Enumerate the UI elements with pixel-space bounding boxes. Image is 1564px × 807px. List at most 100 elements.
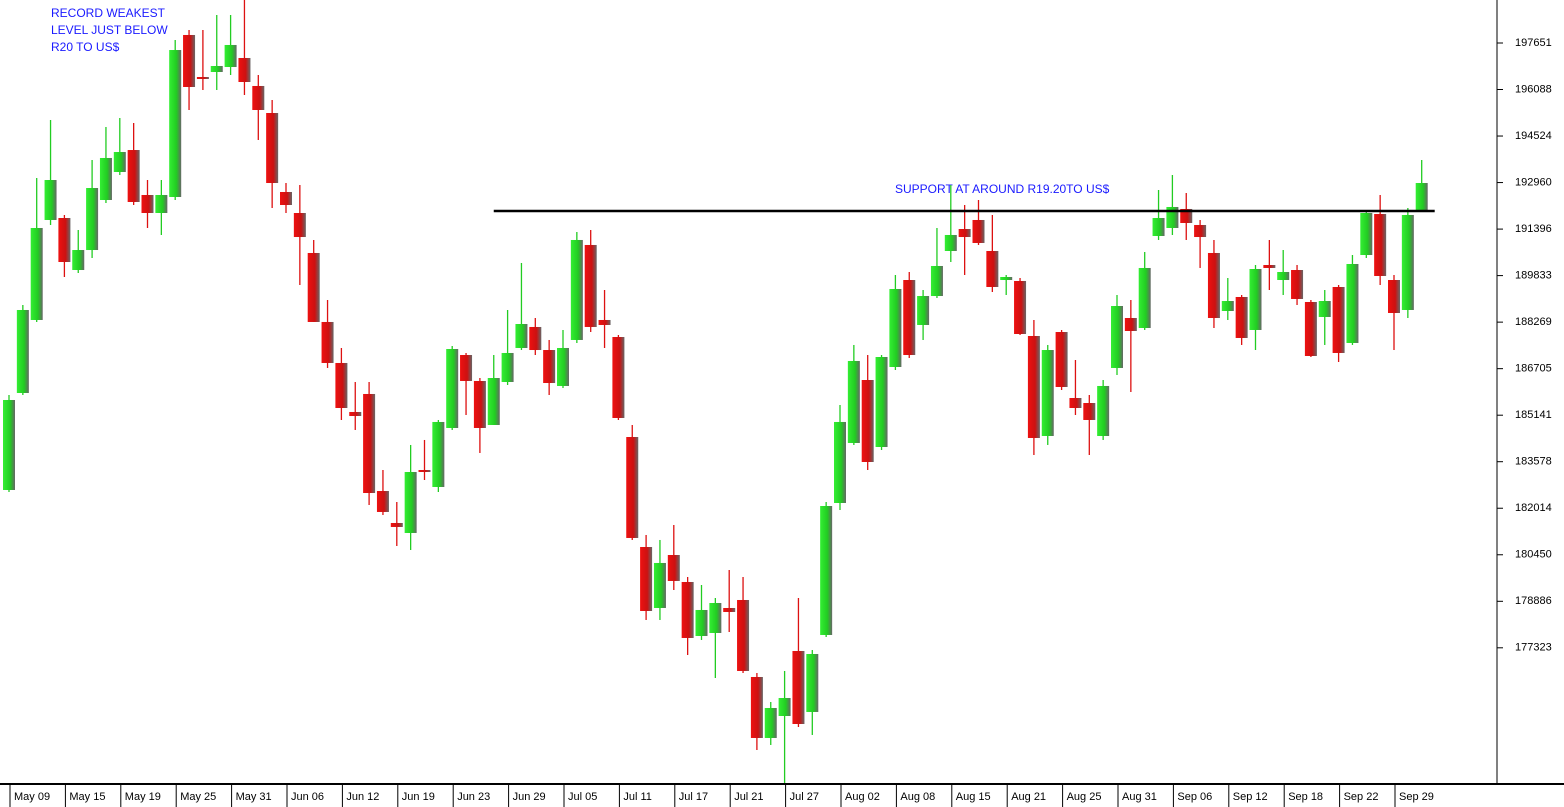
candle-body bbox=[1055, 332, 1068, 387]
annotation: SUPPORT AT AROUND R19.20TO US$ bbox=[895, 182, 1110, 196]
x-tick-label: May 19 bbox=[125, 791, 161, 803]
x-tick-label: Aug 08 bbox=[900, 791, 935, 803]
candle-body bbox=[487, 378, 500, 425]
candle-body bbox=[1069, 398, 1082, 408]
x-tick-label: Jun 23 bbox=[457, 791, 490, 803]
candle-body bbox=[778, 697, 791, 716]
x-tick-label: Sep 06 bbox=[1177, 791, 1212, 803]
candle-body bbox=[44, 180, 57, 220]
candle-body bbox=[1318, 301, 1331, 317]
x-tick-label: May 09 bbox=[14, 791, 50, 803]
x-tick-label: Jun 06 bbox=[291, 791, 324, 803]
candle-body bbox=[1332, 286, 1345, 353]
candle-body bbox=[1235, 296, 1248, 338]
candle-body bbox=[1097, 385, 1110, 436]
candle-body bbox=[1111, 306, 1123, 368]
candle-body bbox=[944, 234, 957, 251]
y-tick-label: 189833 bbox=[1515, 270, 1552, 282]
y-tick-label: 192960 bbox=[1515, 176, 1552, 188]
candle-body bbox=[113, 152, 126, 172]
candle-body bbox=[58, 217, 71, 263]
y-tick-label: 186705 bbox=[1515, 363, 1552, 375]
candle-body bbox=[224, 44, 237, 68]
candle-body bbox=[1027, 335, 1040, 438]
candle-body bbox=[155, 194, 168, 213]
x-tick-label: Jul 17 bbox=[679, 791, 708, 803]
candle-body bbox=[321, 321, 334, 363]
x-tick-label: Sep 22 bbox=[1344, 791, 1379, 803]
x-tick-label: May 15 bbox=[69, 791, 105, 803]
candle-body bbox=[266, 113, 279, 184]
y-tick-label: 177323 bbox=[1515, 642, 1552, 654]
candle-body bbox=[30, 227, 43, 320]
candle-body bbox=[363, 393, 376, 494]
candle-body bbox=[1041, 350, 1054, 436]
annotation: LEVEL JUST BELOW bbox=[51, 23, 168, 37]
candle-body bbox=[972, 219, 985, 243]
candle-body bbox=[1194, 224, 1207, 238]
candle-body bbox=[376, 491, 389, 512]
x-tick-label: Jul 21 bbox=[734, 791, 763, 803]
x-tick-label: May 31 bbox=[236, 791, 272, 803]
candle-body bbox=[557, 347, 569, 386]
candle-body bbox=[1014, 280, 1027, 335]
candle-body bbox=[1083, 402, 1096, 420]
candle-body bbox=[640, 547, 653, 612]
candle-body bbox=[515, 324, 528, 348]
candle-body bbox=[764, 707, 777, 738]
candle-body bbox=[501, 352, 514, 382]
candle-body bbox=[72, 250, 85, 271]
candle-body bbox=[1263, 265, 1276, 268]
candle-body bbox=[917, 296, 930, 325]
candle-body bbox=[183, 34, 196, 87]
candle-body bbox=[196, 76, 209, 79]
candle-body bbox=[252, 85, 265, 110]
candle-body bbox=[737, 599, 750, 671]
candle-body bbox=[210, 65, 223, 73]
x-tick-label: Sep 29 bbox=[1399, 791, 1434, 803]
x-tick-label: Aug 25 bbox=[1067, 791, 1102, 803]
candle-body bbox=[141, 194, 154, 213]
candle-body bbox=[1277, 271, 1290, 281]
candle-body bbox=[1000, 276, 1013, 281]
candle-body bbox=[390, 522, 403, 527]
candle-body bbox=[543, 350, 556, 384]
candle-body bbox=[529, 326, 542, 351]
x-tick-label: Aug 02 bbox=[845, 791, 880, 803]
candle-body bbox=[598, 319, 611, 325]
candle-body bbox=[667, 555, 680, 581]
x-tick-label: Aug 15 bbox=[956, 791, 991, 803]
candle-body bbox=[280, 191, 292, 205]
y-tick-label: 188269 bbox=[1515, 316, 1552, 328]
candle-body bbox=[86, 188, 99, 251]
candle-body bbox=[1207, 252, 1220, 318]
candle-body bbox=[1401, 214, 1414, 310]
x-tick-label: Aug 21 bbox=[1011, 791, 1046, 803]
candle-body bbox=[1304, 301, 1317, 356]
x-tick-label: Jun 19 bbox=[402, 791, 435, 803]
candle-body bbox=[1124, 317, 1137, 331]
candle-body bbox=[404, 471, 417, 533]
x-tick-label: Jul 11 bbox=[623, 791, 652, 803]
candle-body bbox=[418, 470, 431, 473]
candle-body bbox=[806, 653, 819, 712]
candle-body bbox=[432, 421, 445, 487]
candle-body bbox=[293, 212, 306, 238]
x-tick-label: Jul 27 bbox=[790, 791, 819, 803]
y-tick-label: 180450 bbox=[1515, 549, 1552, 561]
x-tick-label: Sep 18 bbox=[1288, 791, 1323, 803]
candle-body bbox=[820, 506, 833, 635]
candle-body bbox=[1388, 280, 1400, 313]
candle-body bbox=[792, 650, 805, 725]
candle-body bbox=[349, 411, 362, 417]
candle-body bbox=[930, 265, 943, 297]
candle-body bbox=[889, 288, 902, 367]
y-tick-label: 182014 bbox=[1515, 502, 1552, 514]
candle-body bbox=[1152, 217, 1165, 236]
x-tick-label: Aug 31 bbox=[1122, 791, 1157, 803]
candle-body bbox=[861, 380, 874, 462]
y-tick-label: 197651 bbox=[1515, 37, 1552, 49]
annotation: RECORD WEAKEST bbox=[51, 6, 166, 20]
candle-body bbox=[460, 355, 473, 381]
